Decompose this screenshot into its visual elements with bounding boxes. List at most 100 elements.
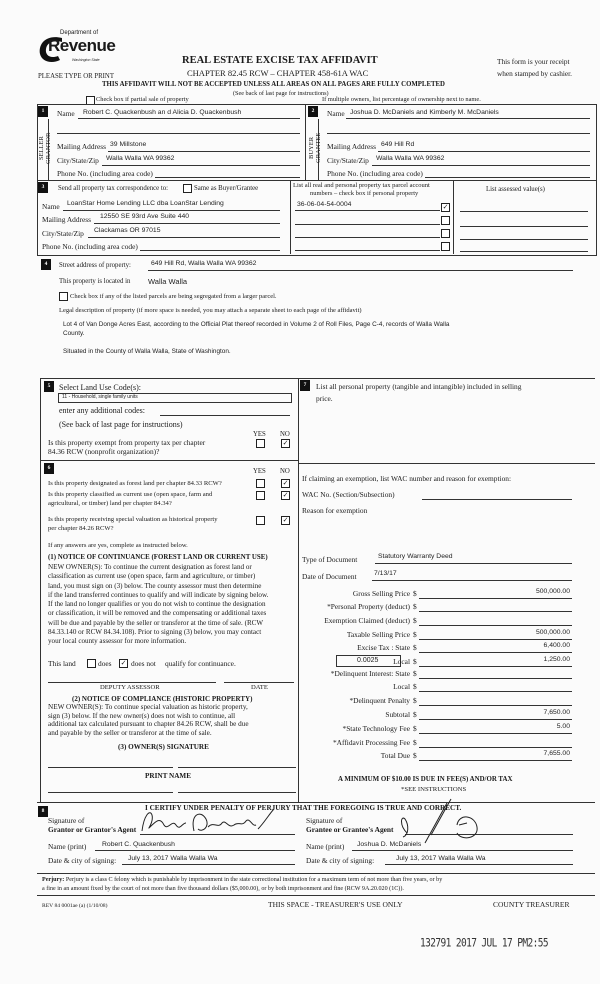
currency-symbol: $: [413, 738, 417, 747]
perjury-notice: a fine in an amount fixed by the court o…: [42, 886, 404, 892]
amount-field[interactable]: [419, 747, 572, 748]
print-name-line[interactable]: [178, 792, 296, 793]
amount-field[interactable]: [419, 611, 572, 612]
parcel-number-field[interactable]: 36-06-04-54-0004: [297, 201, 352, 208]
treasurer-stamp: 132791 2017 JUL 17 PM2:55: [420, 936, 549, 951]
grantor-date-label: Date & city of signing:: [48, 856, 117, 865]
assessed-value-field[interactable]: [460, 239, 588, 240]
historic-yes-checkbox[interactable]: [256, 516, 265, 525]
corr-mailing-label: Mailing Address: [42, 215, 92, 224]
grantee-name-field[interactable]: Joshua D. McDaniels: [357, 841, 422, 848]
does-qualify-checkbox[interactable]: [87, 659, 96, 668]
owner-signature-line[interactable]: [178, 767, 296, 768]
legal-description-label: Legal description of property (if more s…: [59, 307, 362, 314]
amount-field[interactable]: [419, 639, 572, 640]
document-type-label: Type of Document: [302, 555, 358, 564]
historic-question: Is this property receiving special valua…: [48, 516, 218, 523]
owner-signature-line[interactable]: [48, 767, 173, 768]
land-use-label: Select Land Use Code(s):: [59, 383, 141, 392]
segregated-checkbox[interactable]: [59, 292, 68, 301]
grantee-signature[interactable]: [395, 795, 485, 855]
assessed-value-field[interactable]: [460, 226, 588, 227]
exempt-no-checkbox[interactable]: ✓: [281, 439, 290, 448]
located-field[interactable]: Walla Walla: [148, 277, 188, 286]
personal-property-checkbox[interactable]: ✓: [441, 203, 450, 212]
does-not-qualify-checkbox[interactable]: ✓: [119, 659, 128, 668]
does-not-label: does not: [131, 659, 156, 668]
buyer-mailing-field[interactable]: 649 Hill Rd: [381, 141, 415, 148]
grantor-date-field[interactable]: July 13, 2017 Walla Walla Wa: [128, 855, 218, 862]
additional-codes-field[interactable]: [160, 415, 290, 416]
buyer-name-field[interactable]: Joshua D. McDaniels and Kimberly M. McDa…: [350, 109, 499, 116]
amount-field[interactable]: [419, 678, 572, 679]
corr-city-field[interactable]: Clackamas OR 97015: [94, 227, 161, 234]
amount-field[interactable]: [419, 625, 572, 626]
wac-field[interactable]: [422, 499, 572, 500]
street-field[interactable]: 649 Hill Rd, Walla Walla WA 99362: [151, 260, 257, 267]
amount-field[interactable]: [419, 705, 572, 706]
current-use-question: Is this property classified as current u…: [48, 491, 213, 498]
amount-field[interactable]: [419, 719, 572, 720]
amount-field[interactable]: [419, 760, 572, 761]
page-title: REAL ESTATE EXCISE TAX AFFIDAVIT: [182, 55, 378, 66]
grantor-name-field[interactable]: Robert C. Quackenbush: [102, 841, 175, 848]
exempt-yes-checkbox[interactable]: [256, 439, 265, 448]
land-use-select[interactable]: 11 - Household, single family units: [58, 393, 292, 403]
same-as-buyer-checkbox[interactable]: [183, 184, 192, 193]
amount-value: 6,400.00: [543, 642, 570, 649]
amount-field[interactable]: [419, 733, 572, 734]
parcel-header: List all real and personal property tax …: [293, 182, 430, 189]
personal-property-label: price.: [316, 394, 333, 403]
print-name-line[interactable]: [48, 792, 173, 793]
currency-symbol: $: [413, 657, 417, 666]
grantor-signature[interactable]: [138, 805, 288, 837]
deputy-assessor-signature-line[interactable]: [48, 682, 216, 683]
corr-phone-field[interactable]: [140, 250, 280, 251]
amount-value: 500,000.00: [535, 629, 570, 636]
instructions-note: (See back of last page for instructions): [59, 420, 183, 429]
personal-property-checkbox[interactable]: [441, 242, 450, 251]
section-number: 7: [300, 380, 310, 391]
current-use-question: agricultural, or timber) land per chapte…: [48, 500, 172, 507]
personal-property-checkbox[interactable]: [441, 229, 450, 238]
amount-field[interactable]: [419, 691, 572, 692]
corr-name-field[interactable]: LoanStar Home Lending LLC dba LoanStar L…: [67, 200, 224, 207]
personal-property-checkbox[interactable]: [441, 216, 450, 225]
current-use-yes-checkbox[interactable]: [256, 491, 265, 500]
corr-mailing-field[interactable]: 12550 SE 93rd Ave Suite 440: [100, 213, 190, 220]
amount-field[interactable]: [419, 652, 572, 653]
local-rate-box[interactable]: 0.0025: [336, 655, 401, 667]
seller-mailing-field[interactable]: 39 Millstone: [110, 141, 147, 148]
historic-no-checkbox[interactable]: ✓: [281, 516, 290, 525]
perjury-notice: Perjury: Perjury is a class C felony whi…: [42, 877, 443, 883]
buyer-phone-field[interactable]: [425, 177, 590, 178]
assessed-value-field[interactable]: [460, 251, 588, 252]
additional-codes-label: enter any additional codes:: [59, 406, 145, 415]
please-type: PLEASE TYPE OR PRINT: [38, 73, 114, 80]
parcel-number-field[interactable]: [295, 237, 440, 238]
currency-symbol: $: [413, 643, 417, 652]
parcel-number-field[interactable]: [295, 224, 440, 225]
grantee-date-field[interactable]: July 13, 2017 Walla Walla Wa: [396, 855, 486, 862]
assessed-value-field[interactable]: [460, 211, 588, 212]
notice-continuance-text: NEW OWNER(S): To continue the current de…: [48, 563, 269, 646]
assessor-date-line[interactable]: [224, 682, 294, 683]
document-type-field[interactable]: Statutory Warranty Deed: [378, 553, 453, 560]
corr-name-label: Name: [42, 202, 60, 211]
buyer-city-field[interactable]: Walla Walla WA 99362: [376, 155, 445, 162]
forest-no-checkbox[interactable]: ✓: [281, 479, 290, 488]
amount-field[interactable]: [419, 666, 572, 667]
wac-label: WAC No. (Section/Subsection): [302, 490, 395, 499]
amount-field[interactable]: [419, 598, 572, 599]
seller-city-field[interactable]: Walla Walla WA 99362: [106, 155, 175, 162]
amount-value: 5.00: [556, 723, 570, 730]
seller-name-field[interactable]: Robert C. Quackenbush an d Alicia D. Qua…: [83, 109, 242, 116]
notice-compliance-text: NEW OWNER(S): To continue special valuat…: [48, 703, 249, 737]
grantor-signature-label: Grantor or Grantor's Agent: [48, 825, 137, 834]
seller-phone-field[interactable]: [155, 177, 300, 178]
form-revision: REV 84 0001ae (a) (1/10/08): [42, 903, 108, 909]
document-date-field[interactable]: 7/13/17: [374, 570, 397, 577]
current-use-no-checkbox[interactable]: ✓: [281, 491, 290, 500]
forest-yes-checkbox[interactable]: [256, 479, 265, 488]
parcel-number-field[interactable]: [295, 250, 440, 251]
